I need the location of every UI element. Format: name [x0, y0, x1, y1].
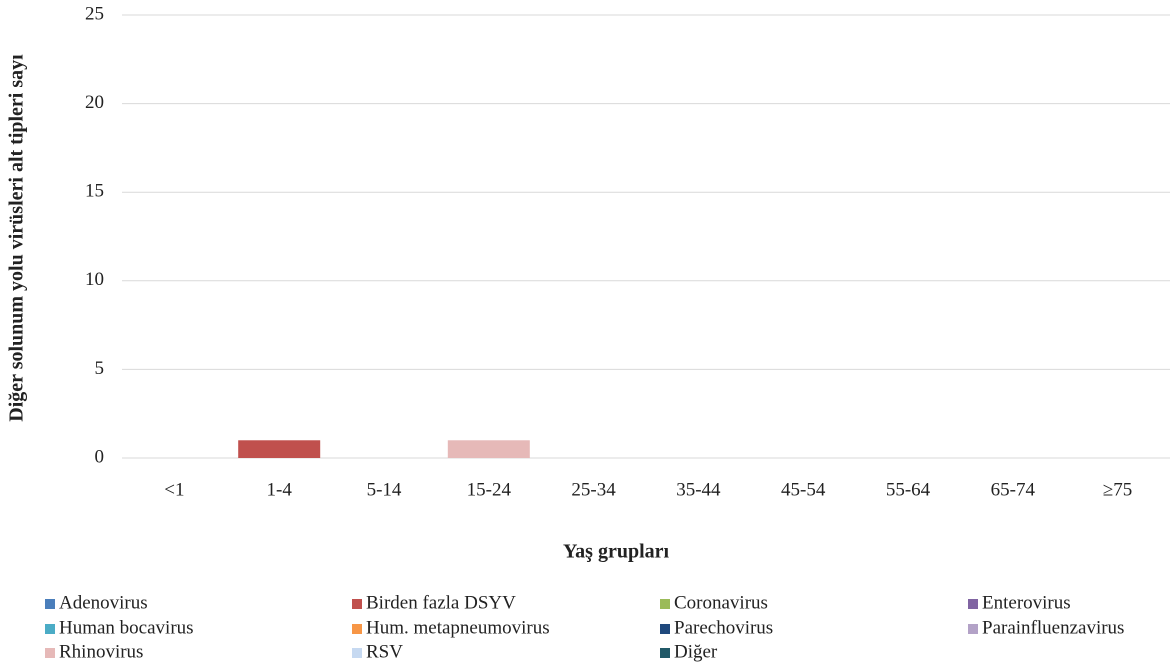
y-tick-label: 25: [85, 3, 104, 24]
y-tick-label: 10: [85, 269, 104, 290]
x-tick-label: <1: [164, 479, 184, 500]
y-axis-title: Diğer solunum yolu virüsleri alt tipleri…: [6, 54, 28, 422]
y-tick-label: 5: [95, 358, 105, 379]
legend-label: Coronavirus: [674, 592, 768, 613]
x-tick-label: 55-64: [886, 479, 931, 500]
legend-swatch: [352, 624, 362, 634]
x-tick-label: ≥75: [1103, 479, 1132, 500]
x-tick-label: 45-54: [781, 479, 826, 500]
legend-label: Enterovirus: [982, 592, 1071, 613]
legend-label: Human bocavirus: [59, 617, 194, 638]
x-tick-label: 5-14: [367, 479, 402, 500]
y-tick-label: 15: [85, 181, 104, 202]
x-tick-label: 1-4: [267, 479, 293, 500]
x-tick-label: 15-24: [467, 479, 512, 500]
legend-swatch: [660, 648, 670, 658]
legend-swatch: [660, 599, 670, 609]
y-tick-label: 0: [95, 446, 105, 467]
x-tick-label: 65-74: [991, 479, 1036, 500]
bar-segment: [447, 440, 530, 458]
x-axis-title: Yaş grupları: [563, 541, 670, 563]
legend-swatch: [45, 599, 55, 609]
legend-label: Birden fazla DSYV: [366, 592, 516, 613]
legend-swatch: [352, 599, 362, 609]
legend-label: Parechovirus: [674, 617, 773, 638]
legend-swatch: [968, 624, 978, 634]
y-tick-label: 20: [85, 92, 104, 113]
legend-label: Parainfluenzavirus: [982, 617, 1124, 638]
legend-swatch: [660, 624, 670, 634]
legend-swatch: [968, 599, 978, 609]
legend-label: Adenovirus: [59, 592, 148, 613]
legend-label: Rhinovirus: [59, 641, 143, 662]
legend-label: Hum. metapneumovirus: [366, 617, 550, 638]
x-tick-label: 25-34: [571, 479, 616, 500]
legend-swatch: [45, 624, 55, 634]
legend-swatch: [45, 648, 55, 658]
legend-label: Diğer: [674, 641, 718, 662]
legend-label: RSV: [366, 641, 403, 662]
legend-swatch: [352, 648, 362, 658]
x-tick-label: 35-44: [676, 479, 721, 500]
bar-segment: [238, 440, 321, 458]
